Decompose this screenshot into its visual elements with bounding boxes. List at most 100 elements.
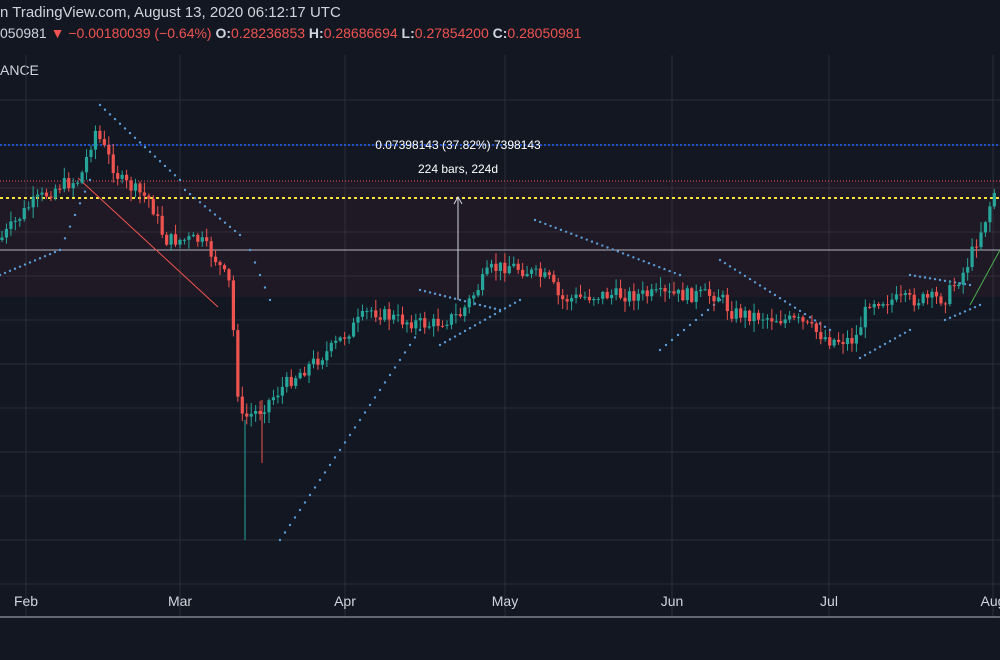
psar-dot [498, 310, 502, 313]
psar-dot [873, 348, 877, 351]
psar-dot [388, 373, 392, 377]
candle-body [4, 228, 9, 238]
candle-body [449, 314, 454, 325]
candle-body [111, 154, 115, 174]
psar-dot [248, 248, 252, 252]
psar-dot [463, 300, 467, 303]
candle-body [788, 315, 792, 320]
measure-change-text: 0.07398143 (37.82%) 7398143 [375, 138, 541, 152]
candle-body [801, 317, 805, 322]
psar-dot [678, 273, 682, 277]
psar-dot [353, 426, 357, 429]
candle-body [819, 331, 823, 340]
candle-body [120, 174, 124, 179]
psar-dot [883, 342, 887, 346]
candle-body [298, 372, 302, 379]
candle-body [587, 296, 591, 301]
candle-body [258, 410, 262, 414]
candle-body [983, 222, 988, 233]
psar-dot [398, 358, 402, 362]
psar-dot [438, 343, 442, 347]
candle-body [400, 314, 405, 325]
psar-dot [358, 418, 362, 422]
psar-dot [218, 217, 222, 220]
psar-dot [908, 273, 912, 277]
candle-body [356, 316, 360, 323]
candle-body [828, 337, 832, 346]
psar-dot [33, 259, 37, 262]
candle-body [512, 263, 516, 267]
psar-dot [978, 303, 982, 307]
candle-body [565, 299, 569, 302]
candle-body [236, 330, 240, 397]
psar-dot [652, 263, 656, 267]
psar-dot [616, 250, 620, 253]
psar-dot [868, 351, 872, 354]
ohlc-legend: 050981 ▼ −0.00180039 (−0.64%) O:0.282368… [0, 25, 581, 41]
candle-body [859, 327, 863, 335]
psar-dot [918, 275, 922, 278]
psar-dot [238, 233, 242, 237]
candle-body [832, 339, 836, 346]
candle-body [62, 178, 66, 189]
candle-body [53, 188, 57, 198]
candle-body [961, 272, 965, 285]
candle-body [561, 295, 565, 300]
candle-body [703, 289, 707, 291]
candle-body [614, 288, 618, 295]
psar-dots [0, 103, 982, 542]
candle-body [231, 280, 235, 331]
psar-dot [433, 292, 437, 295]
candle-body [383, 309, 387, 320]
candle-body [930, 291, 934, 298]
psar-dot [258, 273, 262, 277]
psar-dot [208, 209, 212, 212]
psar-dot [808, 316, 812, 319]
psar-dot [103, 108, 107, 111]
psar-dot [933, 277, 937, 281]
candle-body [98, 130, 102, 140]
candle-body [89, 149, 93, 157]
x-tick-label: Apr [334, 593, 356, 609]
candle-body [169, 234, 173, 245]
x-tick-label: May [492, 593, 518, 609]
candle-body [49, 196, 53, 198]
psar-dot [958, 282, 962, 285]
psar-dot [183, 188, 187, 192]
psar-dot [913, 274, 917, 278]
psar-dot [423, 290, 427, 293]
psar-dot [658, 265, 661, 269]
psar-dot [168, 169, 172, 172]
psar-dot [443, 295, 447, 298]
candle-body [173, 234, 178, 245]
psar-dot [193, 196, 197, 200]
candle-body [165, 234, 169, 245]
candle-body [414, 320, 418, 329]
candle-body [285, 376, 289, 387]
candle-body [681, 289, 685, 301]
psar-dot [128, 131, 132, 135]
psar-dot [549, 224, 552, 228]
psar-dot [621, 252, 625, 255]
psar-dot [676, 333, 680, 337]
candle-body [659, 288, 663, 290]
candle-body [445, 324, 449, 326]
candle-body [868, 306, 872, 308]
psar-dot [533, 218, 537, 222]
psar-dot [738, 271, 742, 274]
candle-body [209, 241, 213, 257]
psar-dot [438, 293, 442, 297]
psar-dot [943, 279, 947, 283]
candle-body [654, 289, 658, 291]
candle-body [618, 288, 623, 298]
psar-dot [68, 225, 72, 228]
psar-dot [642, 260, 645, 263]
psar-dot [575, 234, 578, 237]
psar-dot [203, 205, 207, 208]
candle-body [792, 315, 796, 318]
candle-body [761, 319, 765, 321]
candle-body [845, 337, 850, 345]
psar-dot [718, 258, 722, 262]
candle-body [338, 337, 342, 341]
